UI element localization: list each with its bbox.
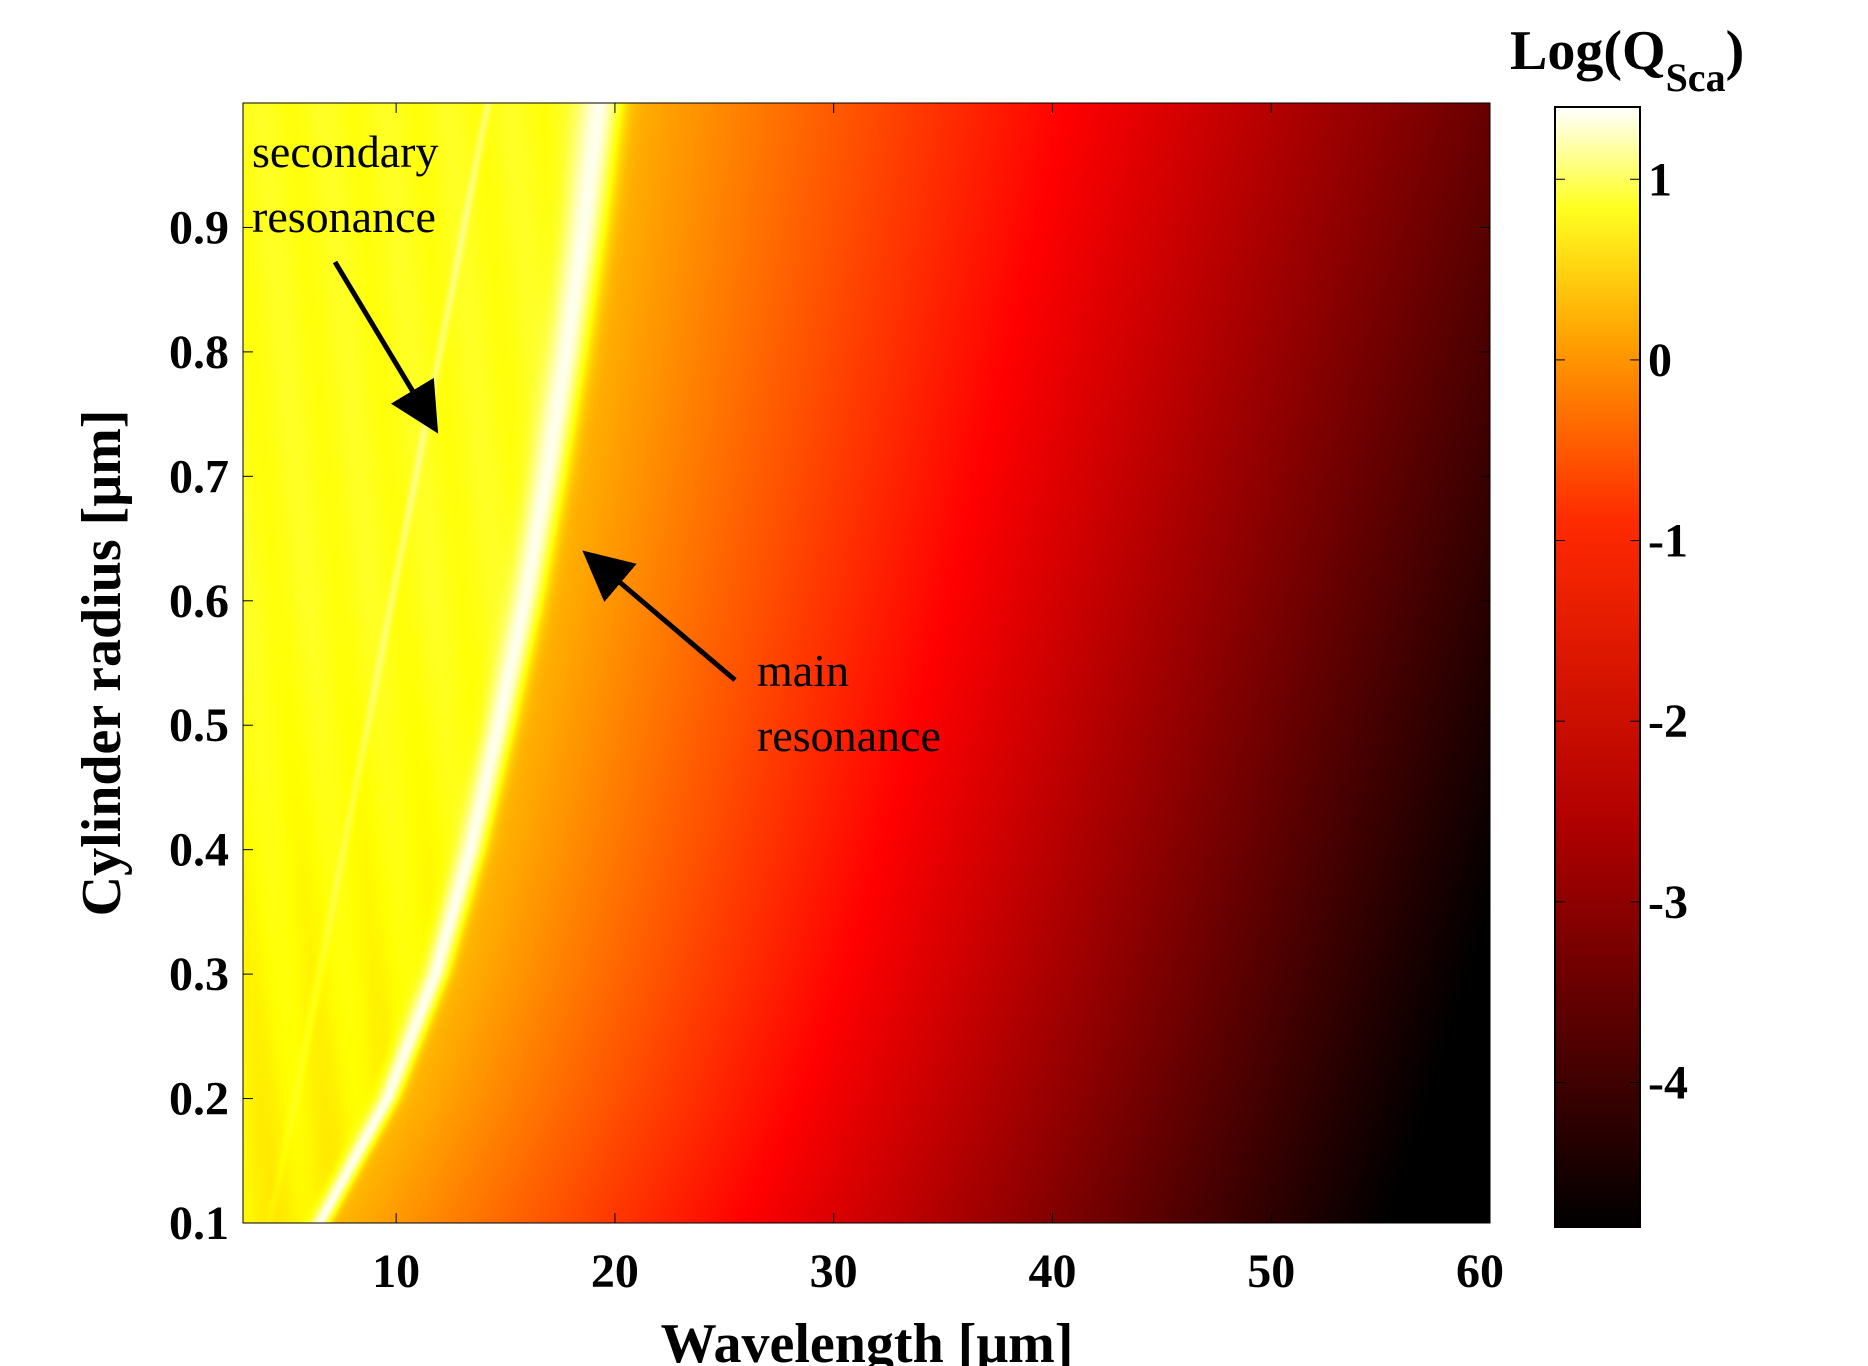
y-tick-label: 0.1 [169, 1197, 229, 1250]
colorbar-label-main: Log(Q [1510, 20, 1666, 82]
y-tick-label: 0.2 [169, 1073, 229, 1126]
main-annotation-line2: resonance [757, 710, 941, 761]
colorbar-gradient [1554, 106, 1641, 1228]
colorbar: 1 0 -1 -2 -3 -4 Log(QSca) [1510, 20, 1744, 1228]
annotation-main: main resonance [582, 550, 941, 761]
y-axis-title: Cylinder radius [μm] [71, 410, 133, 917]
y-tick-label: 0.7 [169, 450, 229, 503]
colorbar-label-sub: Sca [1666, 55, 1726, 100]
y-tick-label: 0.4 [169, 824, 229, 877]
colorbar-label-end: ) [1726, 20, 1745, 82]
colorbar-tick-label: 1 [1648, 153, 1672, 206]
x-tick-label: 20 [591, 1245, 639, 1298]
colorbar-tick-label: -3 [1648, 876, 1688, 929]
x-tick-label: 10 [372, 1245, 420, 1298]
heatmap-image [243, 103, 1490, 1223]
x-tick-label: 40 [1028, 1245, 1076, 1298]
annotation-secondary: secondary resonance [252, 126, 439, 434]
x-tick-label: 30 [810, 1245, 858, 1298]
x-axis-title: Wavelength [μm] [661, 1313, 1074, 1366]
y-tick-label: 0.5 [169, 699, 229, 752]
colorbar-tick-label: 0 [1648, 334, 1672, 387]
x-axis-ticks: 10 20 30 40 50 60 [372, 103, 1504, 1298]
y-tick-label: 0.6 [169, 575, 229, 628]
main-annotation-arrow [582, 550, 737, 682]
x-tick-label: 60 [1456, 1245, 1504, 1298]
plot-frame [242, 102, 1491, 1224]
y-tick-label: 0.9 [169, 201, 229, 254]
secondary-annotation-line1: secondary [252, 126, 438, 177]
colorbar-tick-label: -2 [1648, 695, 1688, 748]
y-tick-label: 0.3 [169, 948, 229, 1001]
y-tick-label: 0.8 [169, 326, 229, 379]
colorbar-tick-label: -4 [1648, 1056, 1688, 1109]
plot-area: 10 20 30 40 50 60 0.1 0.2 0.3 0.4 0.5 0.6 0.7 0.8 0.9 [169, 102, 1504, 1298]
colorbar-ticks: 1 0 -1 -2 -3 -4 [1555, 153, 1688, 1109]
colorbar-label: Log(QSca) [1510, 20, 1744, 100]
secondary-annotation-arrow [332, 260, 439, 434]
colorbar-tick-label: -1 [1648, 515, 1688, 568]
y-axis-ticks: 0.1 0.2 0.3 0.4 0.5 0.6 0.7 0.8 0.9 [169, 201, 1490, 1250]
main-annotation-line1: main [757, 645, 849, 696]
x-tick-label: 50 [1247, 1245, 1295, 1298]
secondary-annotation-line2: resonance [252, 191, 436, 242]
